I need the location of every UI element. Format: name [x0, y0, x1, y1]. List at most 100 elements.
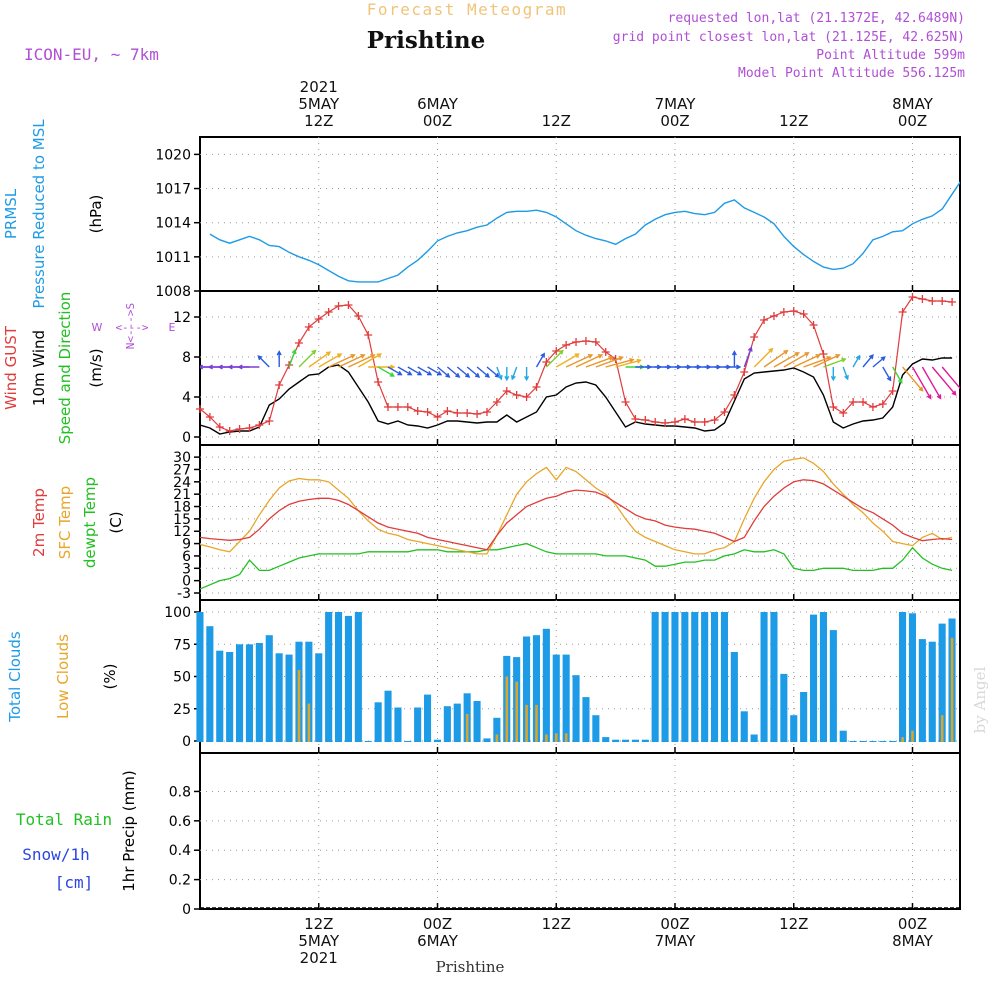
cloud-total-bar	[483, 738, 491, 742]
wind-arrow	[328, 354, 356, 368]
cloud-total-bar	[829, 630, 837, 742]
gust-marker	[364, 331, 373, 339]
cloud-total-bar	[265, 635, 273, 742]
panel-label: 2m Temp	[30, 488, 48, 557]
legend-snow: Snow/1h	[22, 845, 89, 864]
gust-marker	[710, 416, 719, 424]
gust-marker	[265, 417, 274, 425]
y-tick-label: 0.6	[169, 814, 191, 830]
panel-unit: (C)	[107, 511, 125, 533]
time-label-line: 00Z	[660, 915, 689, 933]
wind-arrow	[446, 366, 461, 378]
gust-marker	[443, 407, 452, 415]
y-tick-label: 6	[182, 549, 191, 565]
gust-marker	[928, 297, 937, 305]
temp-2m-line	[200, 479, 953, 551]
cloud-total-bar	[245, 644, 253, 743]
y-tick-label: 0	[182, 430, 191, 446]
gust-marker	[839, 409, 848, 417]
wind-arrow	[743, 346, 753, 368]
panel-5: 0 0.2 0.4 0.6 0.8 Total Rain Snow/1h [cm] 1hr Pr…	[16, 752, 961, 918]
gust-marker	[740, 368, 749, 376]
time-label-bottom: 12Z	[779, 915, 808, 933]
time-label-line: 5MAY	[298, 932, 340, 950]
temp-sfc-line	[200, 457, 953, 555]
cloud-low-bar	[564, 733, 568, 742]
cloud-total-bar	[344, 615, 352, 742]
pressure-line	[209, 181, 960, 283]
y-tick-label: 0.2	[169, 873, 191, 889]
time-label-line: 5MAY	[298, 95, 340, 113]
gust-marker	[334, 302, 343, 310]
gust-marker	[482, 408, 491, 416]
wind-arrow	[276, 350, 282, 367]
y-tick-label: 4	[182, 390, 191, 406]
gust-marker	[393, 403, 402, 411]
cloud-total-bar	[899, 612, 907, 742]
gust-marker	[384, 403, 393, 411]
gridpoint-coords: grid point closest lon,lat (21.125E, 42.…	[613, 30, 965, 45]
wind-arrow	[830, 367, 836, 382]
cloud-total-bar	[740, 711, 748, 742]
y-tick-label: 27	[173, 462, 191, 478]
cloud-total-bar	[374, 702, 382, 742]
cloud-total-bar	[631, 739, 639, 742]
wind-arrow	[427, 366, 443, 376]
wind-arrow	[456, 366, 471, 378]
wind-arrow	[288, 348, 297, 368]
y-tick-label: 1011	[155, 250, 191, 266]
cloud-total-bar	[839, 730, 847, 742]
time-label-line: 12Z	[542, 915, 571, 933]
time-label-line: 00Z	[423, 915, 452, 933]
wind-arrow	[348, 354, 376, 368]
y-tick-label: 0.4	[169, 843, 191, 859]
time-label-line: 00Z	[898, 915, 927, 933]
gust-marker	[680, 415, 689, 423]
cloud-total-bar	[859, 741, 867, 742]
time-label-line: 7MAY	[655, 95, 697, 113]
wind-arrow	[318, 353, 343, 368]
gust-marker	[413, 407, 422, 415]
time-label-line: 6MAY	[417, 932, 459, 950]
gust-marker	[720, 408, 729, 416]
gust-marker	[294, 339, 303, 347]
panel-unit: (hPa)	[87, 195, 105, 234]
cloud-total-bar	[770, 612, 778, 742]
cloud-total-bar	[849, 741, 857, 742]
wind-arrow	[237, 364, 260, 370]
gust-marker	[235, 425, 244, 433]
gust-marker	[324, 308, 333, 316]
cloud-total-bar	[641, 739, 649, 742]
wind-arrow	[763, 349, 789, 368]
wind-arrow	[585, 356, 614, 368]
cloud-low-bar	[515, 681, 518, 742]
panel-label: 10m Wind	[30, 330, 48, 406]
cloud-total-bar	[473, 701, 481, 742]
gust-marker	[532, 383, 541, 391]
gust-marker	[700, 418, 709, 426]
gust-marker	[819, 350, 828, 358]
panel-1: 1008 1011 1014 1017 1020 PRMSL Pressure Reduce…	[2, 119, 961, 309]
cloud-low-bar	[940, 715, 944, 742]
gust-marker	[502, 387, 511, 395]
wind-arrow	[308, 351, 332, 368]
panel-label: SFC Temp	[56, 486, 74, 559]
wind-arrow	[595, 356, 624, 368]
cloud-low-bar	[505, 676, 509, 742]
panel-label: Low Clouds	[54, 634, 72, 719]
gust-marker	[651, 418, 660, 426]
gust-marker	[849, 398, 858, 406]
cloud-total-bar	[226, 652, 234, 742]
wind-arrow	[565, 354, 594, 368]
gust-marker	[225, 427, 234, 435]
y-tick-label: 9	[182, 537, 191, 553]
cloud-total-bar	[523, 636, 531, 742]
requested-coords: requested lon,lat (21.1372E, 42.6489N)	[668, 11, 965, 26]
gust-marker	[215, 423, 224, 431]
wind-arrow	[407, 366, 423, 376]
wind-arrow	[615, 358, 642, 368]
time-label-line: 2021	[300, 78, 338, 96]
